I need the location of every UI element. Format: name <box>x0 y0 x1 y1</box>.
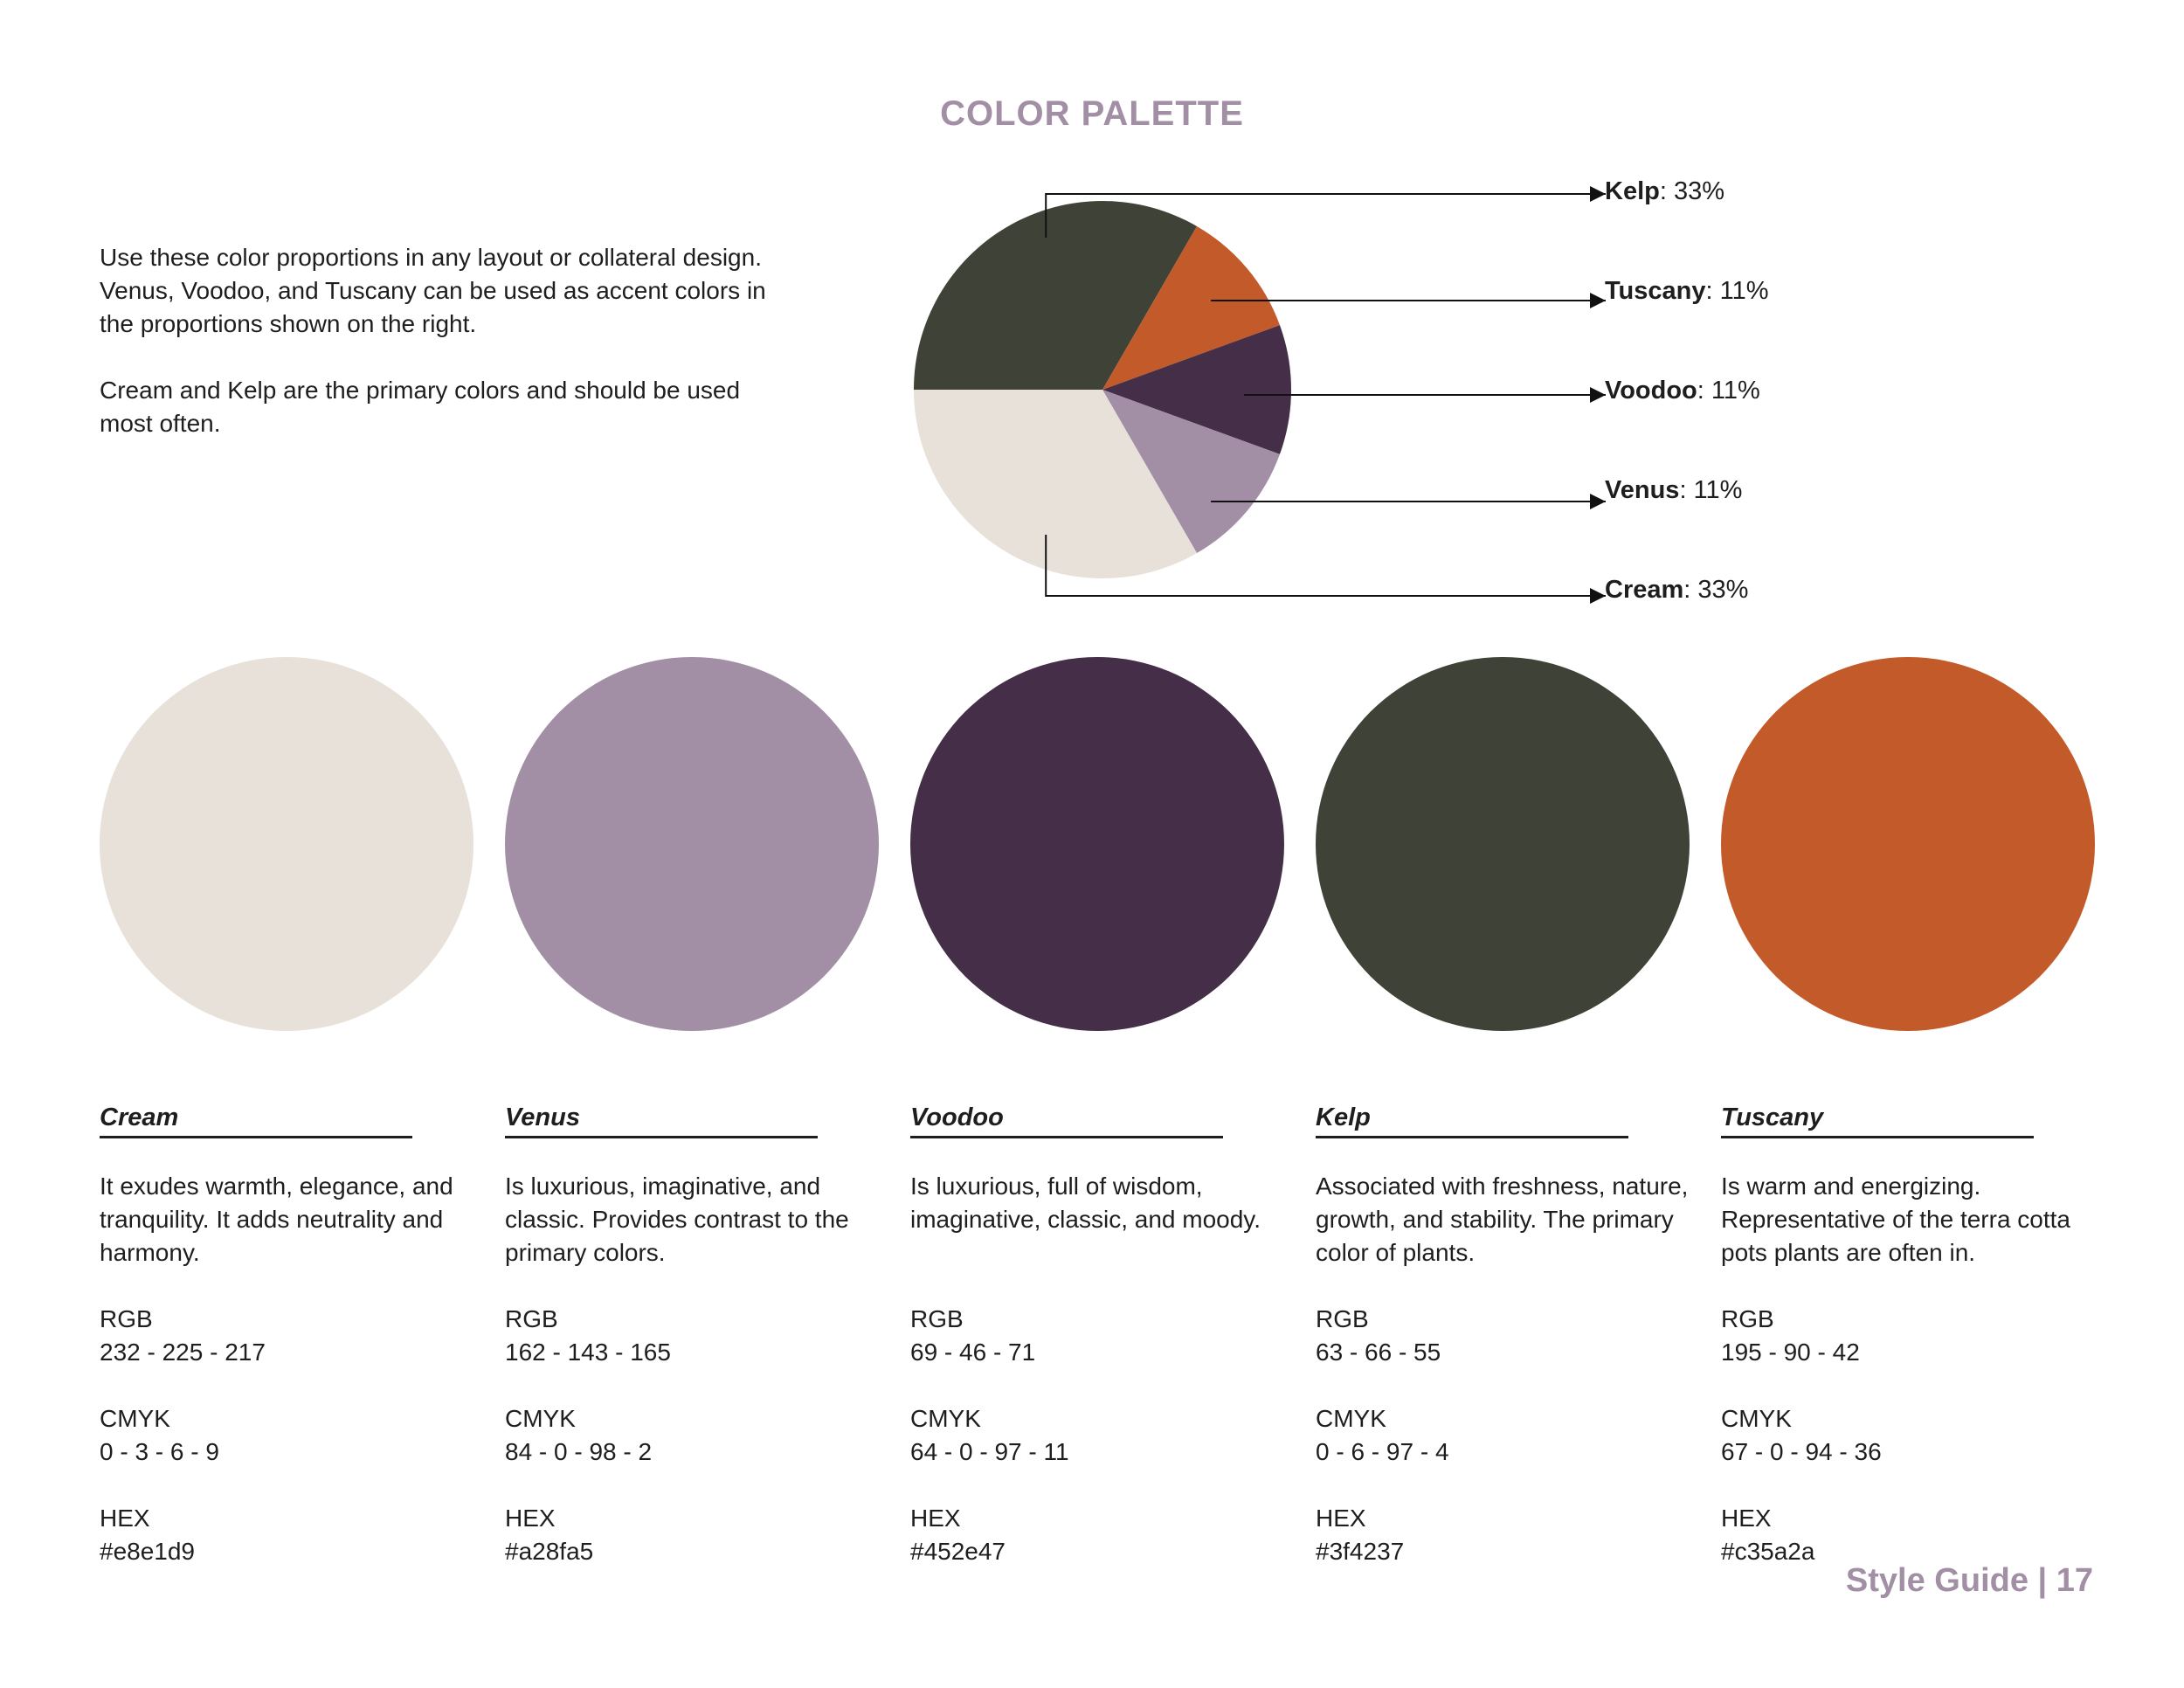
hex-value: #3f4237 <box>1316 1538 1405 1565</box>
rgb-label: RGB <box>1721 1305 1774 1332</box>
cmyk-label: CMYK <box>910 1405 981 1432</box>
pie-slice-voodoo <box>1102 325 1291 454</box>
swatch-venus <box>505 657 879 1031</box>
cmyk-spec: CMYK 67 - 0 - 94 - 36 <box>1721 1402 2105 1469</box>
hex-value: #a28fa5 <box>505 1538 594 1565</box>
cmyk-value: 64 - 0 - 97 - 11 <box>910 1438 1069 1465</box>
color-card-voodoo: Voodoo Is luxurious, full of wisdom, ima… <box>910 1103 1295 1568</box>
rgb-spec: RGB 162 - 143 - 165 <box>505 1303 889 1369</box>
legend-name: Venus <box>1605 476 1680 504</box>
cmyk-label: CMYK <box>505 1405 576 1432</box>
hex-value: #e8e1d9 <box>100 1538 196 1565</box>
page-footer: Style Guide | 17 <box>1845 1562 2093 1599</box>
leader-line-kelp <box>1045 186 1606 238</box>
pie-slice-kelp <box>914 200 1197 390</box>
swatch-kelp <box>1316 657 1690 1031</box>
color-description: It exudes warmth, elegance, and tranquil… <box>100 1173 453 1266</box>
legend-name: Tuscany <box>1605 277 1706 305</box>
cmyk-label: CMYK <box>1721 1405 1792 1432</box>
color-card-venus: Venus Is luxurious, imaginative, and cla… <box>505 1103 889 1568</box>
color-name: Voodoo <box>910 1103 1223 1138</box>
color-card-tuscany: Tuscany Is warm and energizing. Represen… <box>1721 1103 2105 1568</box>
legend-label-venus: Venus: 11% <box>1605 475 1742 505</box>
color-name: Tuscany <box>1721 1103 2034 1138</box>
swatch-voodoo <box>910 657 1284 1031</box>
hex-label: HEX <box>1316 1505 1366 1532</box>
page-title: COLOR PALETTE <box>940 94 1244 133</box>
cmyk-spec: CMYK 64 - 0 - 97 - 11 <box>910 1402 1295 1469</box>
rgb-value: 69 - 46 - 71 <box>910 1339 1036 1366</box>
rgb-label: RGB <box>100 1305 153 1332</box>
hex-spec: HEX #3f4237 <box>1316 1502 1700 1568</box>
color-name: Cream <box>100 1103 412 1138</box>
hex-label: HEX <box>505 1505 556 1532</box>
rgb-spec: RGB 195 - 90 - 42 <box>1721 1303 2105 1369</box>
swatch-cream <box>100 657 473 1031</box>
cmyk-spec: CMYK 84 - 0 - 98 - 2 <box>505 1402 889 1469</box>
rgb-value: 232 - 225 - 217 <box>100 1339 266 1366</box>
hex-spec: HEX #c35a2a <box>1721 1502 2105 1568</box>
color-card-cream: Cream It exudes warmth, elegance, and tr… <box>100 1103 484 1568</box>
rgb-value: 162 - 143 - 165 <box>505 1339 671 1366</box>
rgb-spec: RGB 69 - 46 - 71 <box>910 1303 1295 1369</box>
legend-label-kelp: Kelp: 33% <box>1605 176 1724 206</box>
proportion-pie-chart <box>914 186 1606 604</box>
legend-value: : 33% <box>1659 177 1725 205</box>
legend-label-voodoo: Voodoo: 11% <box>1605 376 1760 405</box>
hex-label: HEX <box>910 1505 961 1532</box>
intro-paragraph: Use these color proportions in any layou… <box>100 244 766 337</box>
hex-label: HEX <box>1721 1505 1772 1532</box>
rgb-spec: RGB 232 - 225 - 217 <box>100 1303 484 1369</box>
cmyk-value: 84 - 0 - 98 - 2 <box>505 1438 653 1465</box>
cmyk-spec: CMYK 0 - 6 - 97 - 4 <box>1316 1402 1700 1469</box>
intro-text: Use these color proportions in any layou… <box>100 241 798 474</box>
hex-spec: HEX #452e47 <box>910 1502 1295 1568</box>
cmyk-value: 0 - 3 - 6 - 9 <box>100 1438 219 1465</box>
cmyk-label: CMYK <box>1316 1405 1386 1432</box>
hex-value: #c35a2a <box>1721 1538 1815 1565</box>
hex-label: HEX <box>100 1505 150 1532</box>
legend-label-tuscany: Tuscany: 11% <box>1605 276 1769 306</box>
cmyk-value: 67 - 0 - 94 - 36 <box>1721 1438 1882 1465</box>
color-name: Venus <box>505 1103 818 1138</box>
hex-spec: HEX #e8e1d9 <box>100 1502 484 1568</box>
rgb-value: 195 - 90 - 42 <box>1721 1339 1860 1366</box>
hex-value: #452e47 <box>910 1538 1006 1565</box>
color-description: Associated with freshness, nature, growt… <box>1316 1173 1689 1266</box>
leader-line-cream <box>1045 535 1606 604</box>
legend-value: : 11% <box>1705 277 1769 305</box>
cmyk-label: CMYK <box>100 1405 170 1432</box>
rgb-spec: RGB 63 - 66 - 55 <box>1316 1303 1700 1369</box>
legend-label-cream: Cream: 33% <box>1605 575 1748 605</box>
legend-name: Voodoo <box>1605 377 1697 405</box>
rgb-value: 63 - 66 - 55 <box>1316 1339 1441 1366</box>
swatch-tuscany <box>1721 657 2095 1031</box>
intro-paragraph: Cream and Kelp are the primary colors an… <box>100 377 741 437</box>
legend-value: : 11% <box>1697 377 1760 405</box>
legend-value: : 11% <box>1679 476 1743 504</box>
color-description: Is luxurious, imaginative, and classic. … <box>505 1173 849 1266</box>
pie-slice-venus <box>1102 390 1280 554</box>
hex-spec: HEX #a28fa5 <box>505 1502 889 1568</box>
color-card-kelp: Kelp Associated with freshness, nature, … <box>1316 1103 1700 1568</box>
legend-value: : 33% <box>1683 576 1749 604</box>
pie-slice-tuscany <box>1102 225 1280 390</box>
rgb-label: RGB <box>1316 1305 1369 1332</box>
color-description: Is luxurious, full of wisdom, imaginativ… <box>910 1173 1261 1233</box>
cmyk-spec: CMYK 0 - 3 - 6 - 9 <box>100 1402 484 1469</box>
rgb-label: RGB <box>910 1305 964 1332</box>
legend-name: Kelp <box>1605 177 1660 205</box>
color-description: Is warm and energizing. Representative o… <box>1721 1173 2070 1266</box>
legend-name: Cream <box>1605 576 1684 604</box>
cmyk-value: 0 - 6 - 97 - 4 <box>1316 1438 1449 1465</box>
rgb-label: RGB <box>505 1305 558 1332</box>
pie-slice-cream <box>914 390 1197 578</box>
color-name: Kelp <box>1316 1103 1628 1138</box>
